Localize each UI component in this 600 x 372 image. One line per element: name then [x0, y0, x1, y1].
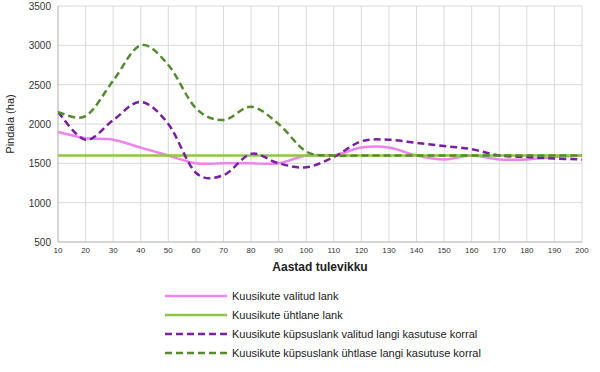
series-line	[58, 102, 582, 178]
x-tick-label: 190	[548, 246, 562, 255]
y-axis-title: Pindala (ha)	[4, 94, 16, 153]
x-grid-line	[223, 6, 224, 242]
y-grid-line	[58, 242, 582, 243]
x-tick-label: 90	[274, 246, 283, 255]
legend-swatch	[165, 314, 227, 317]
x-tick-label: 50	[164, 246, 173, 255]
x-grid-line	[251, 6, 252, 242]
x-tick-label: 130	[382, 246, 396, 255]
x-tick-label: 200	[575, 246, 589, 255]
x-grid-line	[416, 6, 417, 242]
x-tick-label: 120	[355, 246, 369, 255]
legend: Kuusikute valitud lank Kuusikute ühtlane …	[165, 290, 481, 359]
x-grid-line	[554, 6, 555, 242]
x-grid-line	[471, 6, 472, 242]
x-grid-line	[526, 6, 527, 242]
legend-label: Kuusikute ühtlane lank	[232, 309, 343, 321]
grid	[58, 6, 582, 242]
series-line	[58, 45, 582, 156]
legend-label: Kuusikute küpsuslank ühtlase langi kasut…	[232, 347, 481, 359]
y-grid-line	[58, 124, 582, 125]
y-grid-line	[58, 45, 582, 46]
x-tick-label: 30	[109, 246, 118, 255]
x-tick-label: 170	[493, 246, 507, 255]
y-grid-line	[58, 84, 582, 85]
x-tick-label: 20	[81, 246, 90, 255]
y-tick-label: 500	[34, 237, 51, 248]
x-tick-label: 180	[520, 246, 534, 255]
x-axis-title: Aastad tulevikku	[272, 260, 367, 274]
x-grid-line	[195, 6, 196, 242]
chart: 500 1000 1500 2000 2500 3000 3500 10 20 30 40 50 60 7…	[0, 0, 600, 372]
x-tick-label: 60	[191, 246, 200, 255]
x-axis	[58, 242, 582, 243]
x-grid-line	[361, 6, 362, 242]
x-tick-label: 150	[437, 246, 451, 255]
x-tick-label: 140	[410, 246, 424, 255]
x-grid-line	[85, 6, 86, 242]
x-tick-label: 160	[465, 246, 479, 255]
x-tick-label: 110	[327, 246, 340, 255]
y-grid-line	[58, 6, 582, 7]
y-tick-label: 2500	[29, 80, 52, 91]
lines	[58, 45, 582, 178]
x-grid-line	[582, 6, 583, 242]
legend-label: Kuusikute küpsuslank valitud langi kasut…	[232, 328, 477, 340]
x-grid-line	[444, 6, 445, 242]
y-tick-label: 1500	[29, 158, 52, 169]
y-tick-label: 2000	[29, 119, 52, 130]
x-grid-line	[388, 6, 389, 242]
x-tick-label: 70	[219, 246, 228, 255]
x-tick-label: 10	[54, 246, 63, 255]
x-tick-label: 80	[247, 246, 256, 255]
y-tick-label: 1000	[29, 198, 52, 209]
x-grid-line	[58, 6, 59, 242]
x-grid-line	[113, 6, 114, 242]
x-tick-label: 100	[300, 246, 314, 255]
y-axis	[58, 6, 59, 242]
legend-swatch	[165, 295, 227, 298]
series-line	[58, 132, 582, 164]
x-grid-line	[333, 6, 334, 242]
legend-swatch	[165, 333, 227, 336]
x-grid-line	[140, 6, 141, 242]
y-tick-label: 3000	[29, 40, 52, 51]
x-grid-line	[306, 6, 307, 242]
legend-swatch	[165, 352, 227, 355]
y-grid-line	[58, 202, 582, 203]
x-grid-line	[499, 6, 500, 242]
x-tick-label: 40	[136, 246, 145, 255]
legend-label: Kuusikute valitud lank	[232, 290, 339, 302]
y-tick-label: 3500	[29, 1, 52, 12]
